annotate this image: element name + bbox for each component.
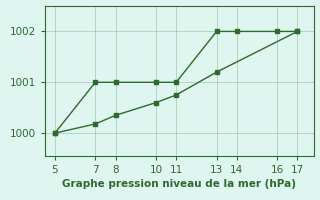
X-axis label: Graphe pression niveau de la mer (hPa): Graphe pression niveau de la mer (hPa) <box>62 179 296 189</box>
